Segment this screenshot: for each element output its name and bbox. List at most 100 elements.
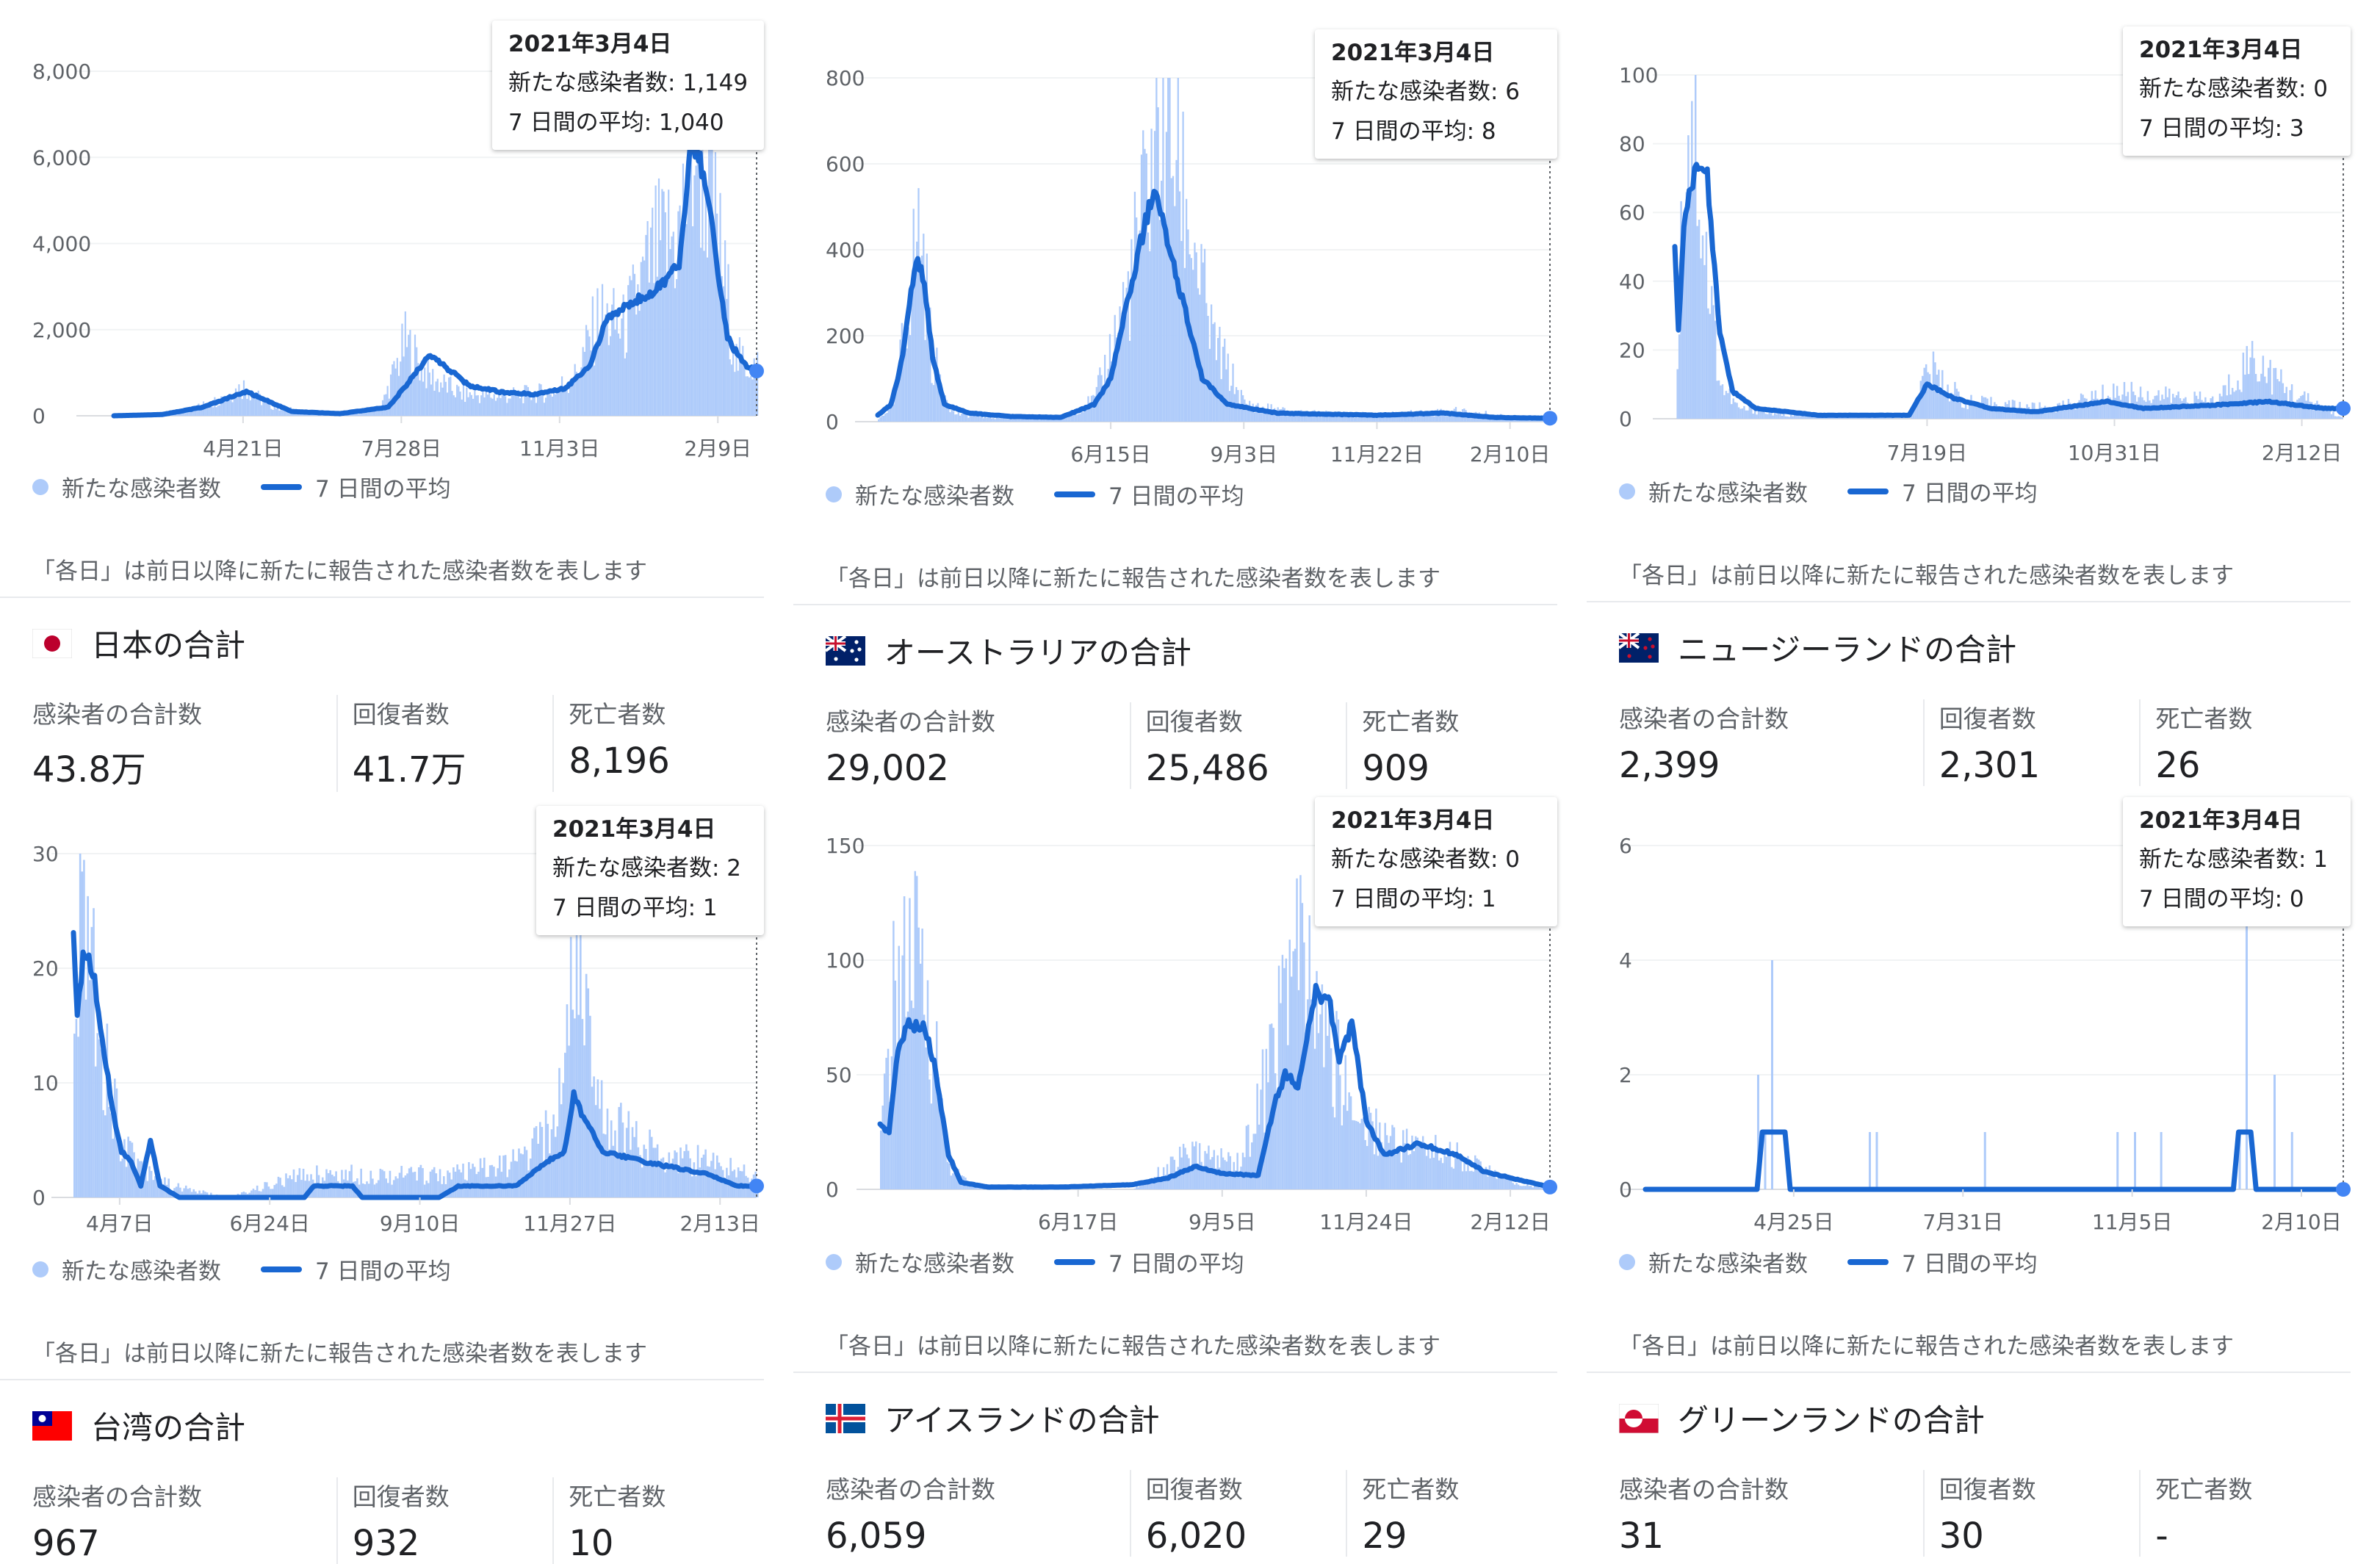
daily-bar: [700, 248, 702, 416]
legend-daily-label[interactable]: 新たな感染者数: [62, 470, 221, 503]
recovered-stat-value: 932: [353, 1523, 553, 1564]
daily-bar: [948, 1164, 950, 1189]
daily-bar: [1732, 398, 1734, 419]
daily-bar: [497, 1168, 499, 1197]
daily-bar: [1795, 415, 1797, 419]
daily-bar: [93, 908, 95, 1197]
daily-bar: [510, 398, 511, 416]
legend-average-label[interactable]: 7 日間の平均: [1902, 1245, 2038, 1278]
legend-daily-label[interactable]: 新たな感染者数: [855, 1245, 1014, 1278]
legend-daily-swatch: [1619, 483, 1635, 500]
hover-point-marker[interactable]: [749, 1178, 764, 1193]
daily-bar: [954, 414, 956, 422]
legend-daily-label[interactable]: 新たな感染者数: [855, 478, 1014, 511]
daily-bar: [2296, 400, 2298, 419]
x-tick-label: 6月24日: [229, 1211, 309, 1236]
daily-bar: [1377, 1156, 1379, 1189]
daily-bar: [399, 1172, 401, 1197]
daily-bar: [691, 1176, 693, 1197]
total-title: 台湾の合計: [91, 1403, 245, 1448]
daily-bar: [1687, 135, 1689, 419]
daily-bar: [1433, 1158, 1435, 1189]
daily-bar: [2276, 379, 2278, 419]
daily-bar: [643, 1145, 645, 1197]
tooltip-date: 2021年3月4日: [2139, 31, 2334, 69]
daily-bar: [211, 407, 212, 416]
daily-bar: [632, 1127, 634, 1197]
daily-bar: [1778, 413, 1779, 419]
hover-point-marker[interactable]: [2336, 401, 2351, 416]
daily-bar: [906, 348, 908, 422]
daily-bar: [2210, 398, 2211, 419]
daily-bar: [664, 1172, 666, 1197]
legend-daily-label[interactable]: 新たな感染者数: [1648, 475, 1808, 508]
daily-bar: [1765, 414, 1767, 419]
daily-bar: [641, 262, 642, 416]
daily-bar: [529, 397, 530, 416]
legend-average-label[interactable]: 7 日間の平均: [315, 1253, 451, 1286]
daily-bar: [892, 405, 894, 422]
daily-bar: [688, 1151, 690, 1197]
daily-bar: [1487, 1177, 1488, 1189]
legend-average-label[interactable]: 7 日間の平均: [1902, 475, 2038, 508]
daily-bar: [621, 319, 622, 416]
daily-bar: [1144, 149, 1145, 422]
daily-bar: [516, 394, 517, 416]
daily-bar: [1878, 418, 1880, 419]
hover-point-marker[interactable]: [1543, 411, 1557, 425]
daily-bar: [923, 1015, 925, 1189]
daily-bar: [1783, 414, 1784, 419]
daily-bar: [1196, 252, 1197, 422]
daily-bar: [931, 1103, 932, 1189]
daily-bar: [1180, 241, 1182, 422]
deaths-stat-label: 死亡者数: [1362, 702, 1528, 738]
daily-bar: [285, 1173, 287, 1197]
daily-bar: [250, 400, 251, 416]
x-tick-label: 2月13日: [679, 1211, 760, 1236]
daily-bar: [1465, 1171, 1467, 1189]
daily-bar: [2071, 409, 2073, 419]
daily-bar: [738, 1167, 740, 1197]
daily-bar: [419, 381, 421, 416]
daily-bar: [1133, 274, 1134, 422]
daily-bar: [998, 418, 999, 422]
legend-average-label[interactable]: 7 日間の平均: [1108, 1245, 1244, 1278]
legend-average-label[interactable]: 7 日間の平均: [315, 470, 451, 503]
daily-bar: [123, 1139, 126, 1197]
hover-point-marker[interactable]: [1543, 1180, 1557, 1194]
x-tick-label: 4月25日: [1753, 1210, 1833, 1234]
hover-point-marker[interactable]: [2336, 1182, 2351, 1197]
daily-bar: [608, 1150, 610, 1197]
hover-point-marker[interactable]: [749, 364, 764, 378]
daily-bar: [647, 221, 649, 416]
deaths-stat-label: 死亡者数: [569, 1477, 735, 1513]
daily-bar: [1437, 1147, 1438, 1189]
legend-average-label[interactable]: 7 日間の平均: [1108, 478, 1244, 511]
daily-bar: [1521, 1186, 1523, 1189]
daily-bar: [493, 1167, 495, 1197]
daily-bar: [1961, 408, 1963, 419]
daily-bar: [1463, 1161, 1465, 1189]
legend-daily-label[interactable]: 新たな感染者数: [62, 1253, 221, 1286]
total-title-row: アイスランドの合計: [826, 1396, 1160, 1441]
daily-bar: [632, 264, 634, 416]
daily-bar: [222, 402, 223, 416]
daily-bar: [1328, 998, 1330, 1189]
legend-daily-label[interactable]: 新たな感染者数: [1648, 1245, 1808, 1278]
daily-bar: [653, 1147, 655, 1197]
daily-bar: [1770, 413, 1772, 419]
daily-bar: [1413, 417, 1415, 422]
y-tick-label: 50: [826, 1063, 852, 1087]
daily-bar: [1179, 1147, 1180, 1189]
daily-bar: [393, 361, 394, 416]
daily-bar: [1399, 1151, 1400, 1189]
daily-bar: [316, 1165, 318, 1197]
daily-bar: [445, 382, 447, 416]
daily-bar: [1147, 232, 1149, 422]
daily-bar: [661, 189, 663, 416]
